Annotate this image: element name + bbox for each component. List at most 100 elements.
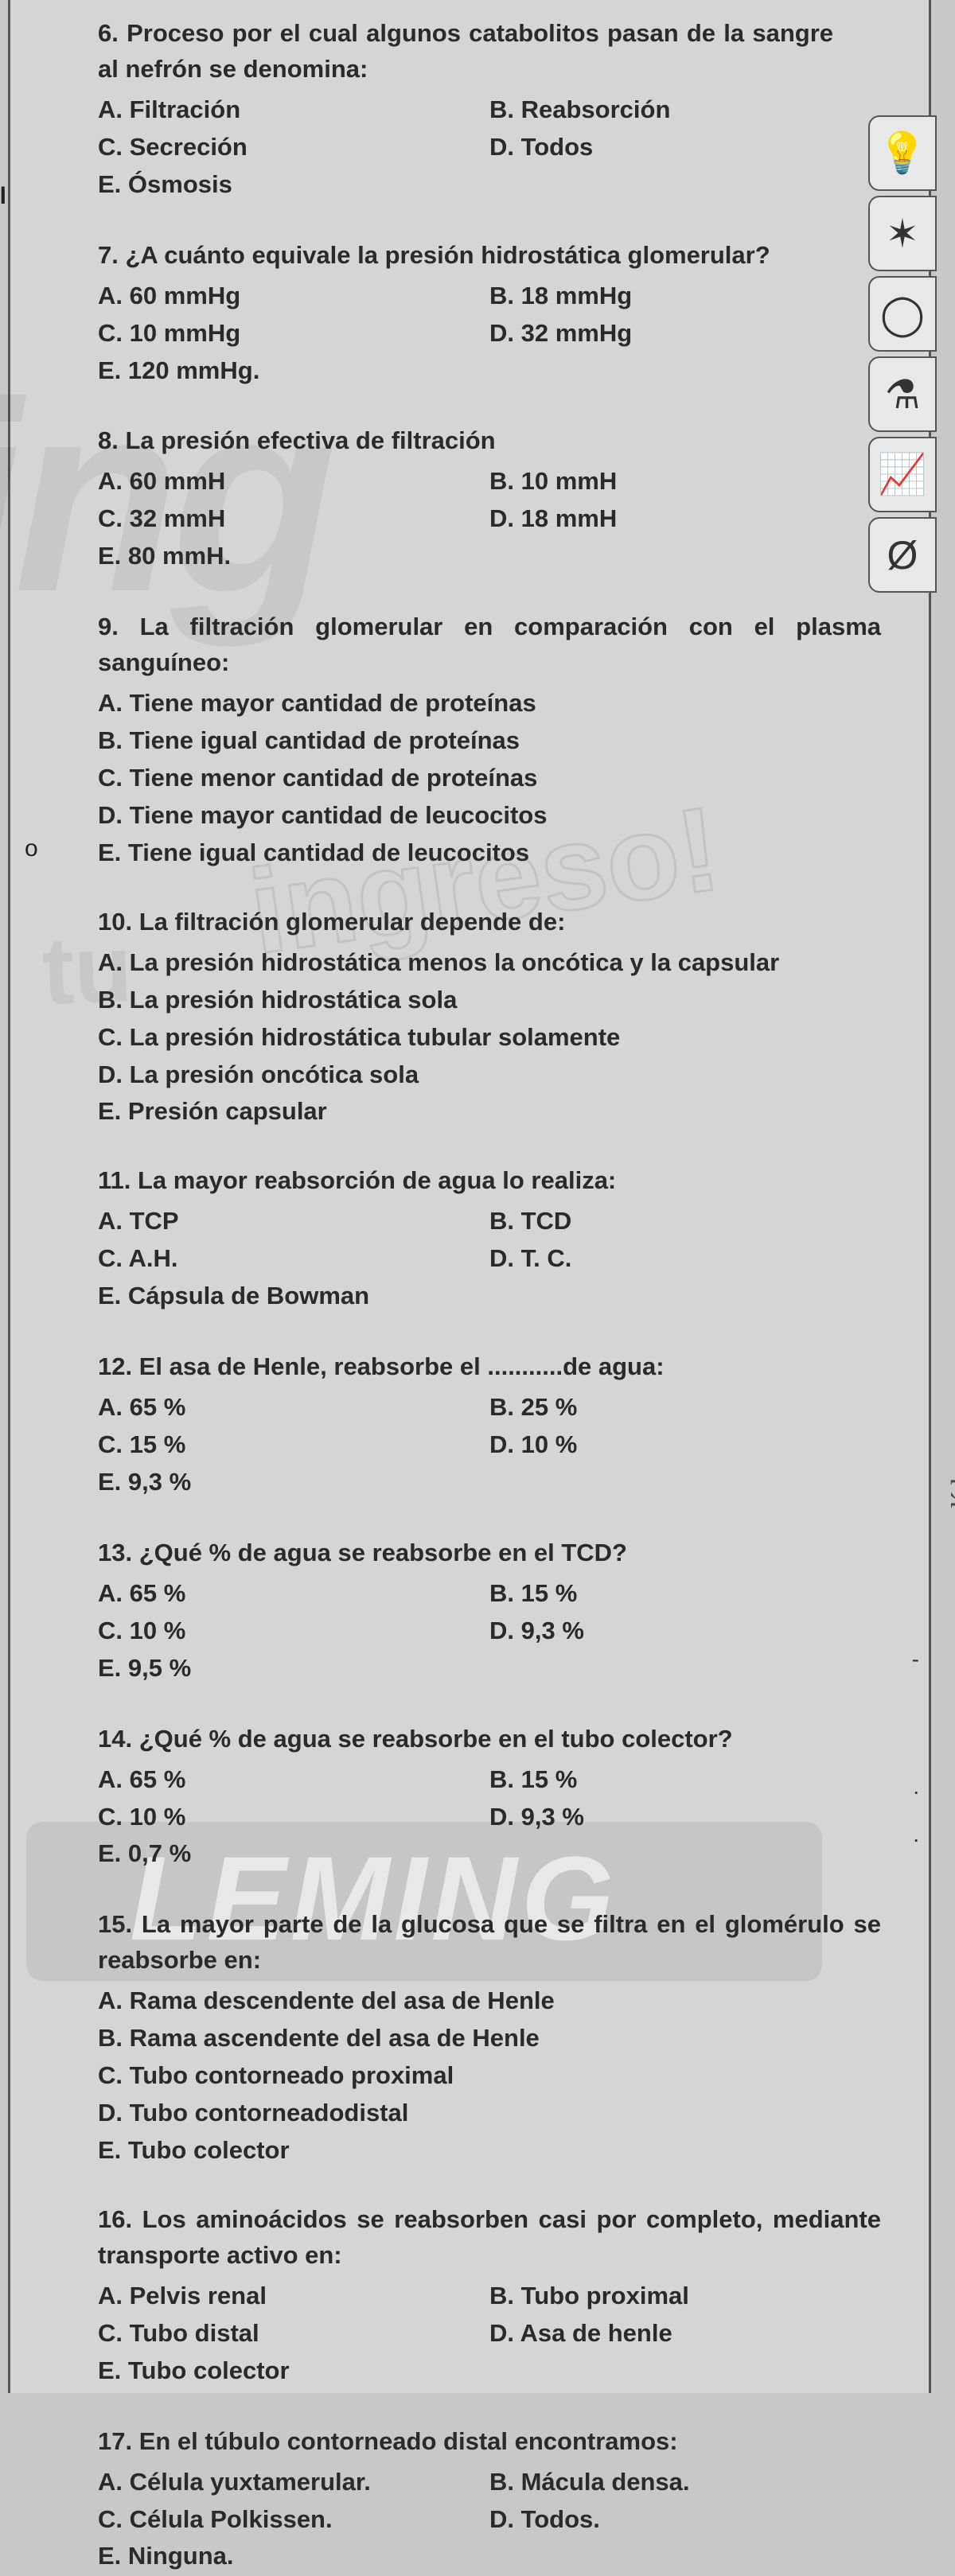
- options-row: A. 65 %C. 10 %E. 0,7 % B. 15 %D. 9,3 %: [98, 1762, 881, 1874]
- option: B. 18 mmHg: [489, 278, 881, 314]
- question-9: 9. La filtración glomerular en comparaci…: [98, 609, 881, 871]
- option: C. Tubo contorneado proximal: [98, 2058, 881, 2094]
- option: C. Secreción: [98, 130, 489, 165]
- option: E. 9,3 %: [98, 1465, 489, 1500]
- option: E. Tubo colector: [98, 2133, 881, 2169]
- option: D. Asa de henle: [489, 2316, 881, 2352]
- options-row: A. 65 %C. 15 %E. 9,3 %B. 25 %D. 10 %: [98, 1390, 881, 1502]
- chart-icon: 📈: [868, 437, 937, 512]
- option: A. Filtración: [98, 92, 489, 128]
- question-stem: 8. La presión efectiva de filtración: [98, 423, 881, 459]
- option: D. Todos: [489, 130, 881, 165]
- option: A. 65 %: [98, 1762, 489, 1798]
- question-stem: 12. El asa de Henle, reabsorbe el ......…: [98, 1349, 881, 1385]
- option: D. 32 mmHg: [489, 316, 881, 352]
- option: C. 10 mmHg: [98, 316, 489, 352]
- options-col: A. Tiene mayor cantidad de proteínasB. T…: [98, 686, 881, 871]
- flask-icon: ⚗: [868, 356, 937, 432]
- option: D. La presión oncótica sola: [98, 1057, 881, 1093]
- option: C. Tiene menor cantidad de proteínas: [98, 761, 881, 796]
- right-handwriting: líderes: [945, 1432, 955, 1508]
- question-stem: 7. ¿A cuánto equivale la presión hidrost…: [98, 238, 881, 274]
- option: C. Tubo distal: [98, 2316, 489, 2352]
- option: D. 9,3 %: [489, 1613, 881, 1649]
- question-stem: 10. La filtración glomerular depende de:: [98, 905, 881, 940]
- option: C. 32 mmH: [98, 501, 489, 537]
- option: D. 9,3 %: [489, 1800, 881, 1835]
- right-margin-mark: .: [913, 1822, 919, 1847]
- options-row: A. Pelvis renalC. Tubo distalE. Tubo col…: [98, 2278, 881, 2391]
- question-6: 6. Proceso por el cual algunos catabolit…: [98, 16, 881, 204]
- questions-container: 6. Proceso por el cual algunos catabolit…: [98, 16, 881, 2576]
- option: B. Rama ascendente del asa de Henle: [98, 2021, 881, 2057]
- option: B. 10 mmH: [489, 464, 881, 500]
- question-8: 8. La presión efectiva de filtración A. 6…: [98, 423, 881, 576]
- question-stem: 15. La mayor parte de la glucosa que se …: [98, 1907, 881, 1979]
- option: C. 10 %: [98, 1800, 489, 1835]
- option: A. TCP: [98, 1204, 489, 1239]
- question-stem: 17. En el túbulo contorneado distal enco…: [98, 2424, 881, 2460]
- option: E. Ósmosis: [98, 167, 489, 203]
- option: B. 15 %: [489, 1762, 881, 1798]
- option: A. 65 %: [98, 1576, 489, 1612]
- options-row: A. TCPC. A.H.E. Cápsula de Bowman B. TCDD…: [98, 1204, 881, 1316]
- option: B. La presión hidrostática sola: [98, 983, 881, 1018]
- question-14: 14. ¿Qué % de agua se reabsorbe en el tu…: [98, 1722, 881, 1874]
- question-10: 10. La filtración glomerular depende de:…: [98, 905, 881, 1130]
- option: D. 18 mmH: [489, 501, 881, 537]
- option: B. Reabsorción: [489, 92, 881, 128]
- side-icon-strip: 💡 ✶ ◯ ⚗ 📈 Ø: [868, 115, 940, 597]
- question-17: 17. En el túbulo contorneado distal enco…: [98, 2424, 881, 2576]
- option: A. Pelvis renal: [98, 2278, 489, 2314]
- question-12: 12. El asa de Henle, reabsorbe el ......…: [98, 1349, 881, 1502]
- bulb-icon: 💡: [868, 115, 937, 191]
- options-row: A. FiltraciónC. SecreciónE. Ósmosis B. Re…: [98, 92, 881, 204]
- option: B. 15 %: [489, 1576, 881, 1612]
- options-row: A. 60 mmHgC. 10 mmHgE. 120 mmHg. B. 18 mm…: [98, 278, 881, 391]
- question-stem: 16. Los aminoácidos se reabsorben casi p…: [98, 2202, 881, 2274]
- option: E. Ninguna.: [98, 2539, 489, 2574]
- shell-icon: ◯: [868, 276, 937, 352]
- option: A. 60 mmH: [98, 464, 489, 500]
- option: C. A.H.: [98, 1241, 489, 1277]
- option: E. Tiene igual cantidad de leucocitos: [98, 835, 881, 871]
- question-16: 16. Los aminoácidos se reabsorben casi p…: [98, 2202, 881, 2391]
- question-stem: 6. Proceso por el cual algunos catabolit…: [98, 16, 881, 88]
- question-11: 11. La mayor reabsorción de agua lo real…: [98, 1163, 881, 1316]
- option: D. 10 %: [489, 1427, 881, 1463]
- right-margin-mark: -: [912, 1647, 919, 1672]
- exam-page: el o ing tu ingreso! LEMING 💡 ✶ ◯ ⚗ 📈 Ø …: [8, 0, 931, 2393]
- option: D. Todos.: [489, 2502, 881, 2538]
- question-stem: 13. ¿Qué % de agua se reabsorbe en el TC…: [98, 1535, 881, 1571]
- option: B. TCD: [489, 1204, 881, 1239]
- options-row: A. 60 mmHC. 32 mmHE. 80 mmH.B. 10 mmHD. …: [98, 464, 881, 576]
- options-col: A. Rama descendente del asa de HenleB. R…: [98, 1983, 881, 2169]
- option: E. 120 mmHg.: [98, 353, 489, 389]
- option: A. 65 %: [98, 1390, 489, 1426]
- left-margin-label: el: [0, 183, 6, 210]
- option: B. Tiene igual cantidad de proteínas: [98, 723, 881, 759]
- option: A. La presión hidrostática menos la oncó…: [98, 945, 881, 981]
- question-stem: 14. ¿Qué % de agua se reabsorbe en el tu…: [98, 1722, 881, 1757]
- option: A. 60 mmHg: [98, 278, 489, 314]
- options-row: A. 65 %C. 10 %E. 9,5 %B. 15 %D. 9,3 %: [98, 1576, 881, 1688]
- option: D. Tiene mayor cantidad de leucocitos: [98, 798, 881, 834]
- option: C. 10 %: [98, 1613, 489, 1649]
- option: E. 0,7 %: [98, 1836, 489, 1872]
- question-stem: 11. La mayor reabsorción de agua lo real…: [98, 1163, 881, 1199]
- option: D. T. C.: [489, 1241, 881, 1277]
- question-13: 13. ¿Qué % de agua se reabsorbe en el TC…: [98, 1535, 881, 1688]
- question-stem: 9. La filtración glomerular en comparaci…: [98, 609, 881, 681]
- question-7: 7. ¿A cuánto equivale la presión hidrost…: [98, 238, 881, 391]
- right-margin-mark: .: [913, 1774, 919, 1800]
- ball-icon: Ø: [868, 517, 937, 593]
- option: E. Presión capsular: [98, 1094, 881, 1130]
- ant-icon: ✶: [868, 196, 937, 271]
- option: D. Tubo contorneadodistal: [98, 2095, 881, 2131]
- option: E. Cápsula de Bowman: [98, 1278, 489, 1314]
- option: E. Tubo colector: [98, 2353, 489, 2389]
- option: B. Mácula densa.: [489, 2465, 881, 2500]
- option: A. Tiene mayor cantidad de proteínas: [98, 686, 881, 722]
- option: B. Tubo proximal: [489, 2278, 881, 2314]
- question-15: 15. La mayor parte de la glucosa que se …: [98, 1907, 881, 2169]
